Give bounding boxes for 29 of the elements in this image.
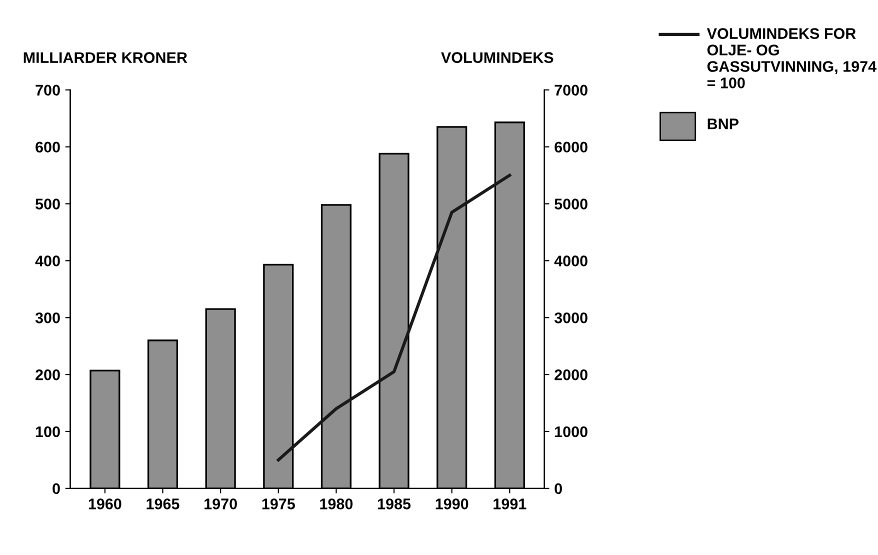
y-tick-label: 300: [35, 312, 60, 324]
x-tick-label: 1960: [88, 498, 122, 510]
y2-tick-label: 3000: [554, 312, 588, 324]
y2-axis-title: VOLUMINDEKS: [441, 52, 554, 63]
y-tick-label: 600: [36, 142, 60, 153]
y2-tick-label: 1000: [555, 426, 588, 438]
y-axis-title: MILLIARDER KRONER: [24, 52, 188, 63]
x-tick-label: 1990: [436, 498, 468, 510]
y-tick-label: 200: [36, 369, 60, 380]
y-tick-label: 100: [36, 426, 60, 438]
y2-tick-label: 7000: [554, 84, 588, 96]
y2-tick-label: 5000: [554, 198, 588, 210]
legend-label: BNP: [708, 118, 739, 130]
y2-tick-label: 4000: [554, 256, 588, 266]
x-tick-label: 1975: [262, 498, 295, 510]
x-tick-label: 1970: [204, 498, 237, 510]
y2-tick-label: 2000: [554, 369, 588, 380]
legend-label: VOLUMINDEKS FOR OLJE- OG GASSUTVINNING, 1974 = 100: [706, 28, 877, 88]
x-tick-label: 1965: [146, 498, 180, 510]
x-tick-label: 1980: [320, 498, 353, 510]
x-tick-label: 1985: [378, 498, 411, 510]
y2-tick-label: 0: [554, 483, 562, 494]
y-tick-label: 500: [36, 198, 60, 210]
y2-tick-label: 6000: [554, 142, 588, 153]
y-tick-label: 700: [36, 84, 60, 96]
line-series: [276, 174, 512, 462]
y-tick-label: 0: [52, 483, 60, 494]
x-tick-label: 1991: [494, 498, 526, 510]
y-tick-label: 400: [35, 256, 60, 266]
